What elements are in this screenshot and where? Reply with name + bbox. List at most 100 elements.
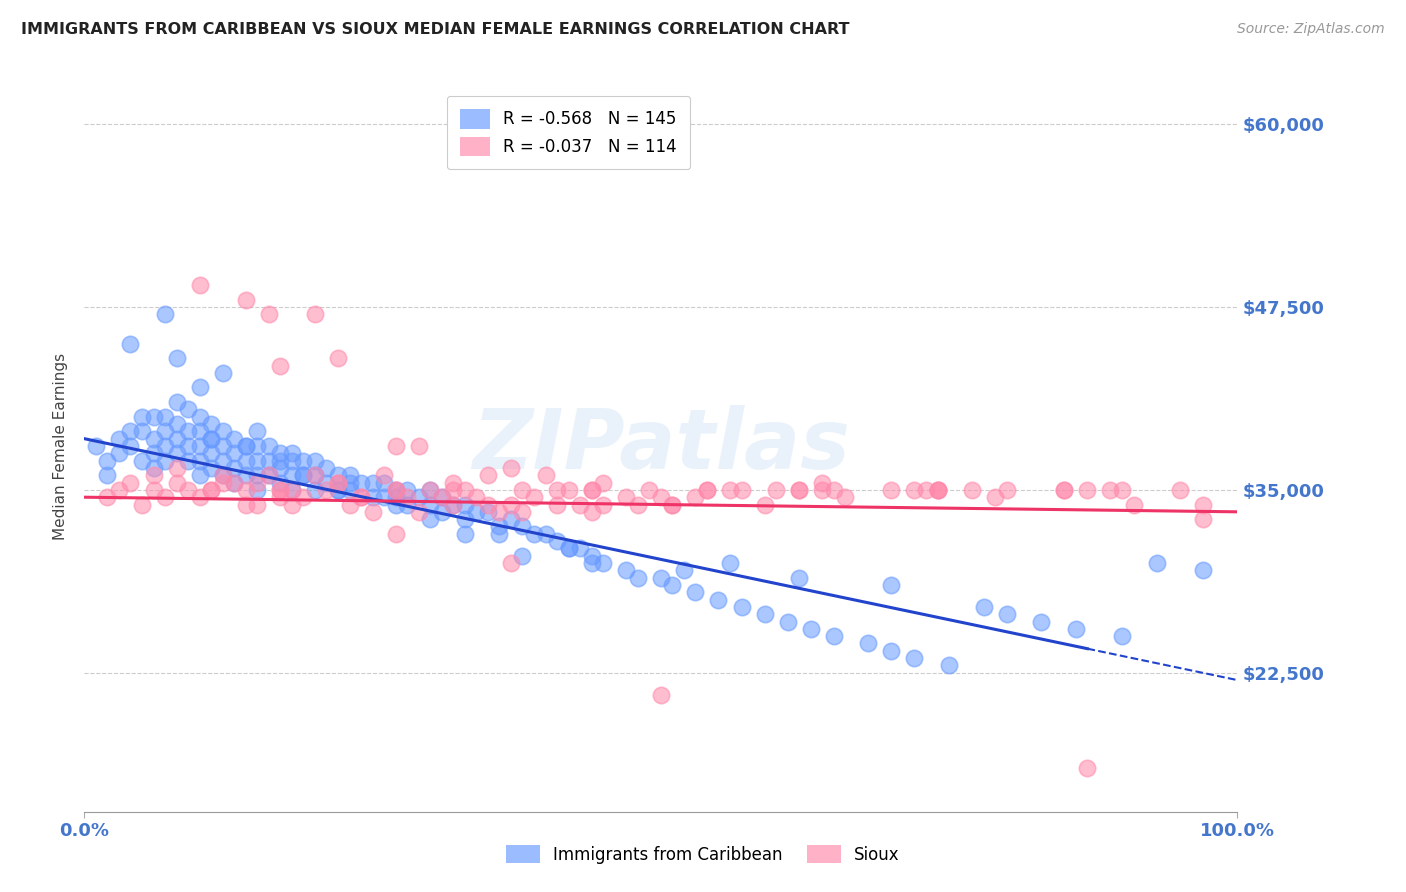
Point <box>257 439 280 453</box>
Point <box>915 483 938 497</box>
Point <box>960 483 983 497</box>
Point <box>350 475 373 490</box>
Point <box>188 453 211 467</box>
Point <box>200 483 222 497</box>
Point <box>361 475 384 490</box>
Text: IMMIGRANTS FROM CARIBBEAN VS SIOUX MEDIAN FEMALE EARNINGS CORRELATION CHART: IMMIGRANTS FROM CARIBBEAN VS SIOUX MEDIA… <box>21 22 849 37</box>
Y-axis label: Median Female Earnings: Median Female Earnings <box>53 352 69 540</box>
Point <box>454 498 477 512</box>
Point <box>177 425 200 439</box>
Point <box>430 490 453 504</box>
Point <box>408 490 430 504</box>
Point <box>408 505 430 519</box>
Point <box>120 439 142 453</box>
Point <box>512 505 534 519</box>
Point <box>281 483 304 497</box>
Point <box>512 519 534 533</box>
Point <box>188 278 211 293</box>
Point <box>823 483 845 497</box>
Point <box>823 629 845 643</box>
Point <box>384 483 406 497</box>
Text: ZIPatlas: ZIPatlas <box>472 406 849 486</box>
Point <box>108 446 131 460</box>
Point <box>927 483 949 497</box>
Point <box>995 483 1018 497</box>
Point <box>235 293 257 307</box>
Point <box>281 498 304 512</box>
Point <box>142 446 165 460</box>
Point <box>142 483 165 497</box>
Point <box>350 490 373 504</box>
Point <box>661 578 683 592</box>
Point <box>188 468 211 483</box>
Point <box>188 425 211 439</box>
Point <box>361 490 384 504</box>
Point <box>581 556 603 570</box>
Point <box>512 549 534 563</box>
Point <box>120 475 142 490</box>
Point <box>787 483 810 497</box>
Point <box>569 541 592 556</box>
Point <box>581 483 603 497</box>
Point <box>153 490 176 504</box>
Point <box>488 505 510 519</box>
Point <box>581 505 603 519</box>
Point <box>441 475 464 490</box>
Point <box>200 446 222 460</box>
Point <box>200 417 222 431</box>
Point <box>408 439 430 453</box>
Point <box>1053 483 1076 497</box>
Point <box>246 468 269 483</box>
Point <box>188 409 211 424</box>
Point <box>384 490 406 504</box>
Point <box>754 498 776 512</box>
Point <box>142 409 165 424</box>
Point <box>1099 483 1122 497</box>
Point <box>661 498 683 512</box>
Point <box>685 490 707 504</box>
Point <box>499 498 522 512</box>
Point <box>246 425 269 439</box>
Point <box>211 453 233 467</box>
Point <box>477 498 499 512</box>
Point <box>557 483 579 497</box>
Point <box>177 453 200 467</box>
Point <box>1111 629 1133 643</box>
Point <box>96 468 118 483</box>
Point <box>811 475 834 490</box>
Point <box>304 307 326 321</box>
Point <box>927 483 949 497</box>
Point <box>557 541 579 556</box>
Point <box>754 607 776 622</box>
Point <box>235 468 257 483</box>
Point <box>246 439 269 453</box>
Point <box>166 475 188 490</box>
Point <box>120 336 142 351</box>
Legend: R = -0.568   N = 145, R = -0.037   N = 114: R = -0.568 N = 145, R = -0.037 N = 114 <box>447 96 690 169</box>
Point <box>465 505 488 519</box>
Point <box>1168 483 1191 497</box>
Point <box>396 498 419 512</box>
Point <box>131 498 153 512</box>
Point <box>246 475 269 490</box>
Point <box>627 498 650 512</box>
Point <box>304 483 326 497</box>
Point <box>246 453 269 467</box>
Point <box>153 453 176 467</box>
Point <box>326 475 349 490</box>
Point <box>315 475 337 490</box>
Point <box>235 498 257 512</box>
Point <box>938 658 960 673</box>
Point <box>454 512 477 526</box>
Point <box>927 483 949 497</box>
Point <box>373 490 395 504</box>
Point <box>96 490 118 504</box>
Point <box>281 468 304 483</box>
Point <box>84 439 107 453</box>
Point <box>1031 615 1053 629</box>
Point <box>166 395 188 409</box>
Point <box>326 475 349 490</box>
Point <box>373 475 395 490</box>
Point <box>153 425 176 439</box>
Point <box>235 483 257 497</box>
